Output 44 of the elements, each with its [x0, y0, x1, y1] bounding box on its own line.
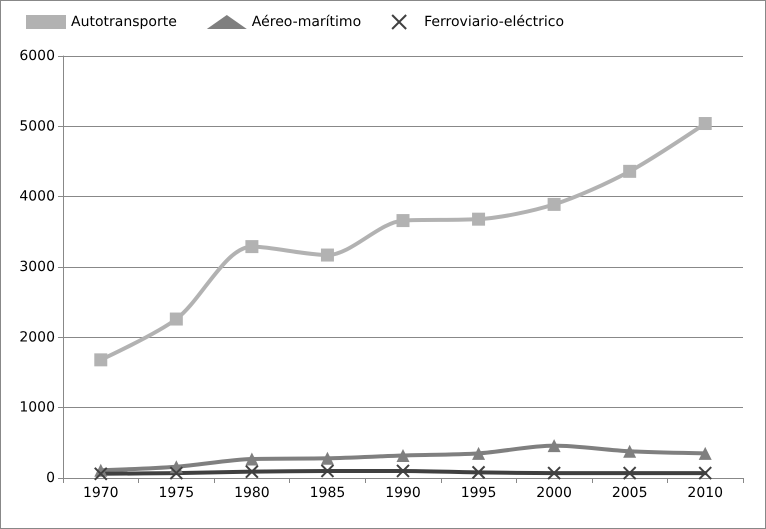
point — [245, 452, 258, 466]
legend-label: Aéreo-marítimo — [252, 14, 362, 30]
y-tick-label: 3000 — [19, 259, 55, 275]
x-tick-label: 1985 — [310, 485, 346, 501]
x-tick-label: 1990 — [385, 485, 421, 501]
point — [396, 464, 410, 478]
point — [623, 164, 636, 178]
point — [472, 446, 486, 460]
point — [396, 214, 410, 228]
point — [94, 353, 108, 366]
point — [623, 444, 636, 458]
point — [472, 465, 486, 480]
point — [170, 312, 183, 326]
y-tick-label: 5000 — [19, 118, 55, 134]
y-tick-label: 6000 — [19, 48, 55, 64]
point — [94, 466, 108, 481]
y-tick-label: 1000 — [19, 400, 55, 416]
x-tick-label: 1975 — [158, 485, 194, 501]
x-tick-label: 2000 — [536, 485, 572, 501]
point — [698, 466, 712, 480]
point — [548, 439, 561, 452]
point — [245, 240, 258, 254]
point — [698, 117, 712, 130]
x-tick-label: 2010 — [687, 485, 724, 501]
point — [320, 464, 334, 478]
point — [169, 466, 184, 480]
x-tick-label: 1980 — [234, 485, 270, 501]
legend-label: Autotransporte — [71, 14, 177, 30]
point — [622, 466, 637, 480]
point — [472, 212, 486, 226]
point — [244, 464, 259, 479]
y-tick-label: 4000 — [19, 188, 55, 205]
x-tick-label: 1970 — [82, 485, 119, 501]
y-tick-label: 2000 — [19, 329, 55, 346]
x-tick-label: 2005 — [612, 485, 648, 501]
point — [320, 452, 334, 465]
point — [320, 248, 334, 262]
legend-label: Ferroviario-eléctrico — [424, 14, 564, 30]
point — [547, 466, 562, 480]
point — [396, 448, 410, 462]
y-tick-label: 0 — [46, 470, 55, 486]
point — [548, 198, 561, 211]
point — [698, 446, 712, 460]
x-tick-label: 1995 — [460, 485, 496, 501]
